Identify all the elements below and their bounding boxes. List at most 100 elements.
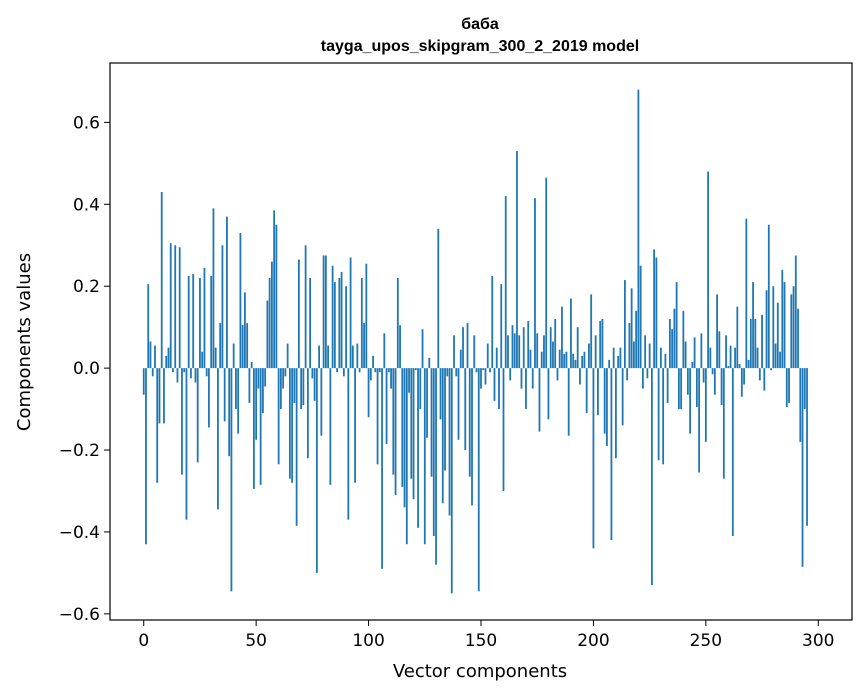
bar bbox=[698, 368, 701, 473]
bar bbox=[581, 355, 584, 369]
bar bbox=[315, 368, 318, 573]
x-axis-ticks: 0 50 100 150 200 250 300 bbox=[138, 620, 834, 651]
y-tick-label: −0.4 bbox=[59, 523, 100, 543]
bar bbox=[803, 368, 806, 410]
bar bbox=[673, 308, 676, 369]
bar bbox=[279, 368, 282, 410]
bar bbox=[147, 284, 150, 369]
bar bbox=[576, 327, 579, 369]
bar bbox=[345, 286, 347, 369]
bar bbox=[167, 347, 170, 369]
bar bbox=[172, 368, 174, 373]
bar bbox=[527, 321, 530, 369]
bar bbox=[608, 359, 611, 369]
bar bbox=[142, 368, 145, 395]
bar bbox=[585, 368, 588, 414]
bar bbox=[333, 282, 336, 369]
bar bbox=[632, 341, 635, 369]
bar bbox=[565, 351, 568, 369]
bar bbox=[626, 368, 629, 381]
bar bbox=[547, 368, 550, 420]
bar bbox=[284, 368, 287, 377]
x-tick-label: 100 bbox=[352, 631, 384, 651]
bar bbox=[282, 368, 285, 389]
bar bbox=[552, 341, 554, 369]
bar bbox=[615, 368, 617, 459]
bar bbox=[219, 323, 222, 369]
bar bbox=[790, 294, 793, 369]
bar bbox=[149, 341, 152, 369]
bar bbox=[743, 368, 745, 385]
bar bbox=[336, 368, 338, 373]
bar bbox=[401, 368, 404, 487]
bar bbox=[806, 368, 808, 526]
bar bbox=[525, 368, 527, 410]
bar bbox=[324, 255, 327, 369]
bar bbox=[261, 368, 264, 414]
bar bbox=[212, 208, 215, 369]
bar bbox=[342, 368, 345, 377]
bar bbox=[322, 255, 325, 369]
bar bbox=[639, 265, 642, 369]
bar bbox=[509, 368, 512, 381]
bar bbox=[185, 368, 188, 520]
bar bbox=[246, 323, 249, 369]
bar bbox=[529, 349, 532, 369]
bar bbox=[268, 278, 271, 369]
bar bbox=[253, 368, 255, 489]
bar bbox=[736, 306, 739, 369]
bar bbox=[329, 368, 332, 485]
bar bbox=[561, 306, 563, 369]
bar bbox=[495, 347, 498, 369]
bar bbox=[417, 368, 419, 528]
x-tick-label: 250 bbox=[690, 631, 722, 651]
bar bbox=[592, 368, 595, 549]
bar bbox=[394, 368, 397, 496]
bar bbox=[208, 368, 210, 428]
bar bbox=[390, 368, 392, 389]
bar bbox=[194, 368, 197, 383]
bar bbox=[731, 368, 734, 537]
bar bbox=[293, 368, 296, 403]
bar bbox=[734, 347, 736, 369]
bar bbox=[374, 368, 377, 373]
y-tick-label: 0.4 bbox=[73, 195, 100, 215]
bar bbox=[248, 368, 251, 403]
bar bbox=[797, 308, 799, 369]
bar bbox=[356, 343, 359, 369]
bar bbox=[799, 368, 802, 442]
bar bbox=[199, 278, 201, 369]
bar bbox=[716, 294, 718, 369]
bar bbox=[747, 359, 750, 369]
bar bbox=[682, 310, 685, 369]
bar bbox=[718, 331, 721, 369]
bar bbox=[354, 368, 356, 483]
bar bbox=[320, 368, 323, 436]
bar bbox=[266, 300, 269, 369]
bar bbox=[347, 368, 350, 520]
bar bbox=[711, 368, 714, 375]
bar bbox=[439, 368, 442, 420]
bar bbox=[302, 368, 305, 405]
chart-subtitle: tayga_upos_skipgram_300_2_2019 model bbox=[321, 38, 639, 55]
bar bbox=[619, 347, 622, 369]
bar bbox=[275, 224, 278, 369]
bar bbox=[756, 347, 759, 369]
bar bbox=[668, 318, 671, 369]
bar bbox=[563, 353, 566, 369]
bar bbox=[720, 368, 723, 405]
bar bbox=[545, 177, 548, 369]
bar bbox=[432, 368, 435, 537]
bar bbox=[241, 325, 244, 369]
bar bbox=[518, 335, 521, 369]
bar bbox=[244, 292, 246, 369]
bar bbox=[500, 284, 503, 369]
bar bbox=[543, 335, 545, 369]
bar bbox=[554, 318, 557, 369]
bar bbox=[520, 368, 523, 389]
bar bbox=[659, 347, 662, 369]
bar bbox=[686, 368, 689, 395]
bar bbox=[641, 368, 644, 389]
bar bbox=[192, 273, 195, 369]
bar bbox=[504, 196, 507, 369]
